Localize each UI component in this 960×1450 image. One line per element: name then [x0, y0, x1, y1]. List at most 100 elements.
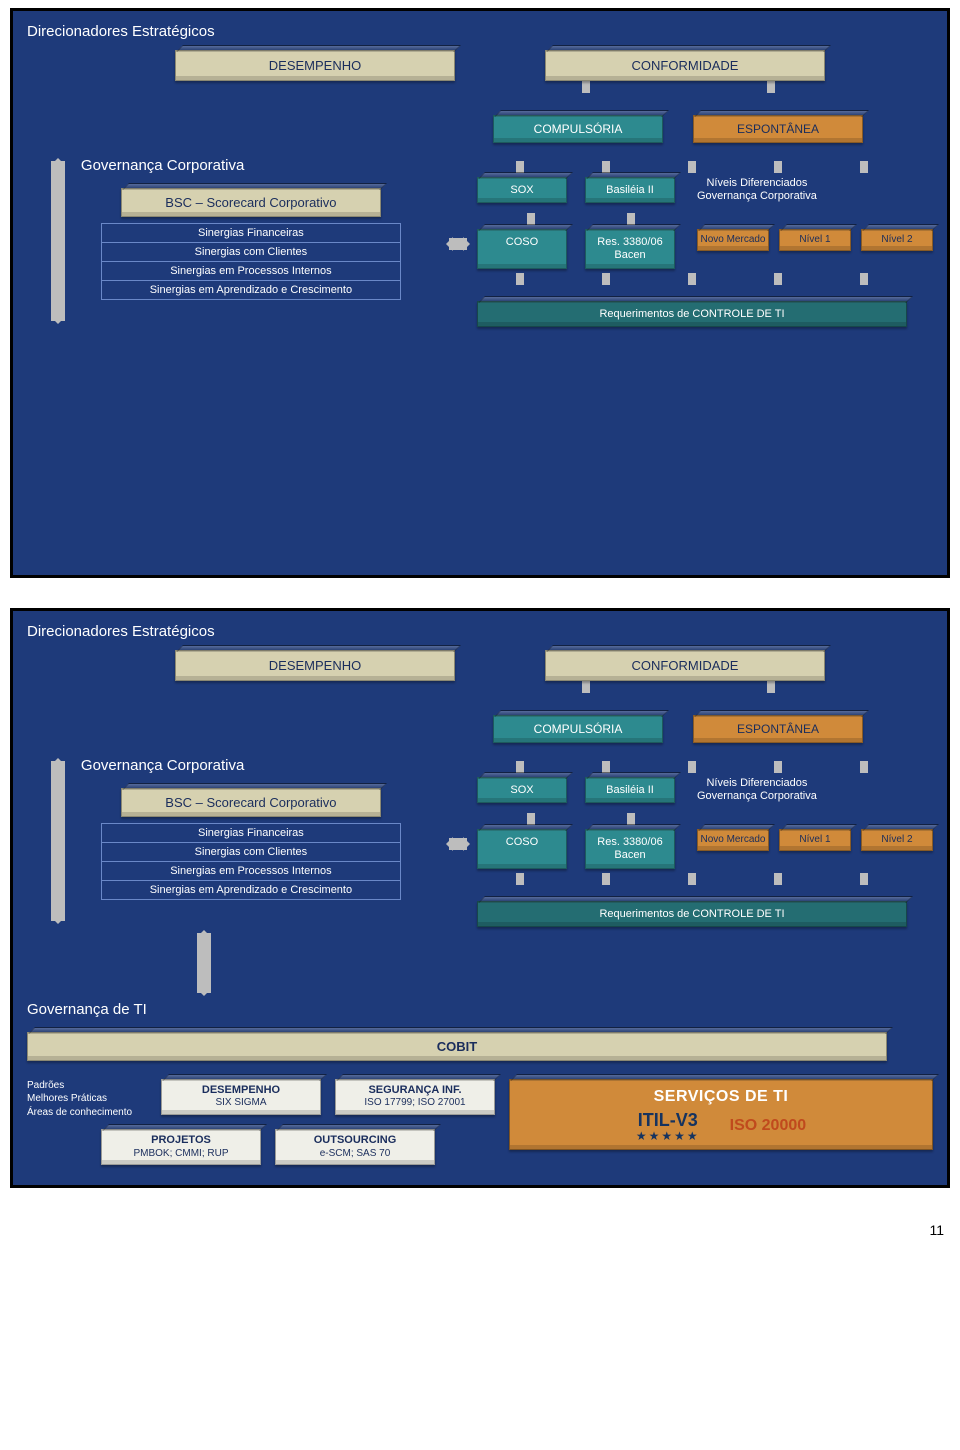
niveis-l2-2: Governança Corporativa — [697, 790, 817, 802]
box-res-bacen: Res. 3380/06 Bacen — [585, 229, 675, 268]
box-req-ti: Requerimentos de CONTROLE DE TI — [477, 301, 907, 327]
box-nivel1: Nível 1 — [779, 229, 851, 251]
box-sox: SOX — [477, 177, 567, 203]
slide1-title: Direcionadores Estratégicos — [27, 23, 933, 40]
mini-sub: PMBOK; CMMI; RUP — [133, 1148, 228, 1159]
regs-row1-2: SOX Basiléia II — [477, 777, 675, 803]
gov-ti-arrow-row — [27, 933, 933, 993]
mini-title: DESEMPENHO — [168, 1084, 314, 1098]
slide-1: Direcionadores Estratégicos DESEMPENHO C… — [10, 8, 950, 578]
vertical-arrow — [51, 161, 65, 321]
box-basileia: Basiléia II — [585, 177, 675, 203]
niveis-l1: Níveis Diferenciados — [706, 177, 807, 189]
page-number: 11 — [0, 1218, 960, 1248]
top-row-2: DESEMPENHO CONFORMIDADE — [67, 650, 933, 681]
itil-label: ITIL-V3 — [636, 1110, 700, 1131]
mini-title: SEGURANÇA INF. — [342, 1084, 488, 1098]
mini-title: PROJETOS — [108, 1134, 254, 1148]
box-coso: COSO — [477, 229, 567, 268]
horizontal-arrow-2 — [449, 838, 467, 850]
box-nivel2: Nível 2 — [861, 229, 933, 251]
box-compulsoria: COMPULSÓRIA — [493, 115, 663, 143]
box-basileia-2: Basiléia II — [585, 777, 675, 803]
mini-title: OUTSOURCING — [282, 1134, 428, 1148]
h-connector-wrap-2 — [449, 761, 467, 927]
niveis-header: Níveis Diferenciados Governança Corporat… — [697, 177, 817, 209]
niveis-row: Novo Mercado Nível 1 Nível 2 — [697, 229, 933, 251]
box-outsourcing: OUTSOURCING e-SCM; SAS 70 — [275, 1129, 435, 1165]
connector-row — [477, 873, 907, 885]
gov-left-2: Governança Corporativa BSC – Scorecard C… — [81, 761, 439, 927]
syn-cli-2: Sinergias com Clientes — [101, 842, 401, 862]
top-row: DESEMPENHO CONFORMIDADE — [67, 50, 933, 81]
gov-left: Governança Corporativa BSC – Scorecard C… — [81, 161, 439, 327]
box-projetos: PROJETOS PMBOK; CMMI; RUP — [101, 1129, 261, 1165]
box-conformidade-2: CONFORMIDADE — [545, 650, 825, 681]
syn-apr-2: Sinergias em Aprendizado e Crescimento — [101, 880, 401, 900]
padroes-l1: Padrões — [27, 1079, 147, 1093]
box-res-bacen-2: Res. 3380/06 Bacen — [585, 829, 675, 868]
sub-row: COMPULSÓRIA ESPONTÂNEA — [493, 115, 863, 143]
bottom-row: Padrões Melhores Práticas Áreas de conhe… — [27, 1079, 933, 1166]
gov-right-2: SOX Basiléia II Níveis Diferenciados Gov… — [477, 761, 933, 927]
connector — [582, 681, 590, 693]
h-connector-wrap — [449, 161, 467, 327]
mini-sub: SIX SIGMA — [215, 1097, 266, 1108]
gov-corp-header: Governança Corporativa — [81, 157, 439, 174]
syn-cli: Sinergias com Clientes — [101, 242, 401, 262]
box-sox-2: SOX — [477, 777, 567, 803]
box-espontanea: ESPONTÂNEA — [693, 115, 863, 143]
niveis-header-2: Níveis Diferenciados Governança Corporat… — [697, 777, 817, 809]
box-desempenho: DESEMPENHO — [175, 50, 455, 81]
box-desempenho-2: DESEMPENHO — [175, 650, 455, 681]
box-cobit: COBIT — [27, 1032, 887, 1061]
regs-row1: SOX Basiléia II — [477, 177, 675, 203]
svc-title: SERVIÇOS DE TI — [520, 1088, 922, 1106]
stars-icon: ★★★★★ — [636, 1129, 700, 1143]
mini-sub: ISO 17799; ISO 27001 — [364, 1097, 465, 1108]
gov-ti-header: Governança de TI — [27, 1001, 933, 1018]
box-nivel2-2: Nível 2 — [861, 829, 933, 851]
box-bsc-2: BSC – Scorecard Corporativo — [121, 788, 381, 817]
horizontal-arrow — [449, 238, 467, 250]
box-nivel1-2: Nível 1 — [779, 829, 851, 851]
box-seguranca: SEGURANÇA INF. ISO 17799; ISO 27001 — [335, 1079, 495, 1115]
sub-row-2: COMPULSÓRIA ESPONTÂNEA — [493, 715, 863, 743]
syn-fin: Sinergias Financeiras — [101, 223, 401, 243]
syn-proc-2: Sinergias em Processos Internos — [101, 861, 401, 881]
connector — [582, 81, 590, 93]
box-novo-mercado-2: Novo Mercado — [697, 829, 769, 851]
niveis-l2: Governança Corporativa — [697, 190, 817, 202]
regs-row2-2: COSO Res. 3380/06 Bacen — [477, 829, 675, 868]
syn-proc: Sinergias em Processos Internos — [101, 261, 401, 281]
box-desempenho-six: DESEMPENHO SIX SIGMA — [161, 1079, 321, 1115]
slide2-title: Direcionadores Estratégicos — [27, 623, 933, 640]
box-servicos-ti: SERVIÇOS DE TI ITIL-V3 ★★★★★ ISO 20000 — [509, 1079, 933, 1150]
box-bsc: BSC – Scorecard Corporativo — [121, 188, 381, 217]
padroes-l2: Melhores Práticas — [27, 1092, 147, 1106]
box-coso-2: COSO — [477, 829, 567, 868]
vertical-arrow-3 — [197, 933, 211, 993]
iso20000-label: ISO 20000 — [730, 1117, 807, 1135]
box-req-ti-2: Requerimentos de CONTROLE DE TI — [477, 901, 907, 927]
padroes-labels: Padrões Melhores Práticas Áreas de conhe… — [27, 1079, 147, 1120]
gov-corp-header-2: Governança Corporativa — [81, 757, 439, 774]
mid-section: Governança Corporativa BSC – Scorecard C… — [27, 161, 933, 327]
regs-row2: COSO Res. 3380/06 Bacen — [477, 229, 675, 268]
mini-sub: e-SCM; SAS 70 — [320, 1148, 391, 1159]
syn-apr: Sinergias em Aprendizado e Crescimento — [101, 280, 401, 300]
box-novo-mercado: Novo Mercado — [697, 229, 769, 251]
connector-row — [477, 273, 907, 285]
box-conformidade: CONFORMIDADE — [545, 50, 825, 81]
padroes-l3: Áreas de conhecimento — [27, 1106, 147, 1120]
niveis-row-2: Novo Mercado Nível 1 Nível 2 — [697, 829, 933, 851]
box-espontanea-2: ESPONTÂNEA — [693, 715, 863, 743]
syn-fin-2: Sinergias Financeiras — [101, 823, 401, 843]
niveis-l1-2: Níveis Diferenciados — [706, 777, 807, 789]
connector — [767, 81, 775, 93]
box-compulsoria-2: COMPULSÓRIA — [493, 715, 663, 743]
mid-section-2: Governança Corporativa BSC – Scorecard C… — [27, 761, 933, 927]
slide-2: Direcionadores Estratégicos DESEMPENHO C… — [10, 608, 950, 1188]
connector — [767, 681, 775, 693]
vertical-arrow-2 — [51, 761, 65, 921]
